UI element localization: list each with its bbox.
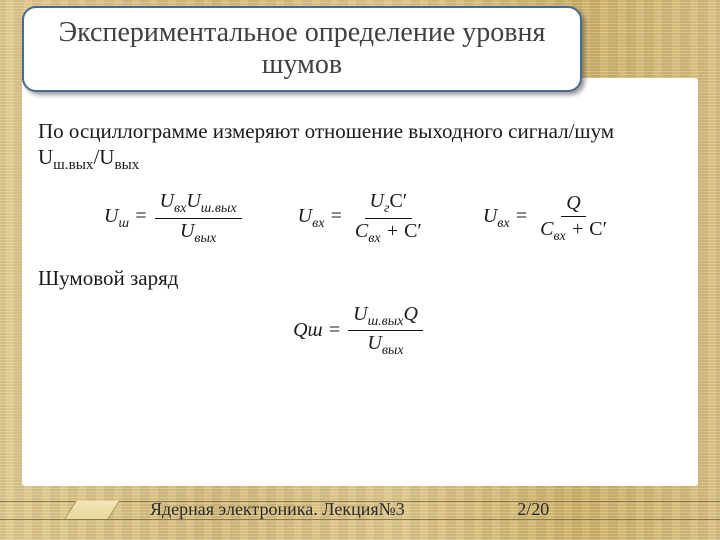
formula-Qsh: Qш = Uш.выхQ Uвых <box>293 302 427 360</box>
formula-Uvx-2: Uвх = Q Cвх + C′ <box>483 191 616 246</box>
footer-lecture: Ядерная электроника. Лекция№3 <box>150 499 405 519</box>
ratio-U1-sub: ш.вых <box>53 157 93 173</box>
slide-footer: Ядерная электроника. Лекция№3 2/20 <box>0 494 720 526</box>
ratio-U1: U <box>38 145 53 169</box>
paragraph-2: Шумовой заряд <box>38 265 682 291</box>
slide-body: По осциллограмме измеряют отношение выхо… <box>38 118 682 360</box>
formula-Uvx-1: Uвх = UгC′ Cвх + C′ <box>298 189 431 247</box>
formula-row-1: Uш = UвхUш.вых Uвых Uвх = UгC′ Cвх + C′ … <box>78 189 642 247</box>
formula-row-2: Qш = Uш.выхQ Uвых <box>38 302 682 360</box>
ratio-U2: U <box>99 145 114 169</box>
slide-title: Экспериментальное определение уровня шум… <box>38 17 566 81</box>
footer-tab-shape <box>64 501 119 519</box>
paragraph-1-text: По осциллограмме измеряют отношение выхо… <box>38 119 614 143</box>
slide-title-callout: Экспериментальное определение уровня шум… <box>22 6 582 92</box>
ratio-U2-sub: вых <box>114 157 139 173</box>
formula-Ush: Uш = UвхUш.вых Uвых <box>104 189 246 247</box>
footer-label: Ядерная электроника. Лекция№3 2/20 <box>150 499 720 520</box>
paragraph-1: По осциллограмме измеряют отношение выхо… <box>38 118 682 175</box>
footer-page: 2/20 <box>517 499 549 520</box>
